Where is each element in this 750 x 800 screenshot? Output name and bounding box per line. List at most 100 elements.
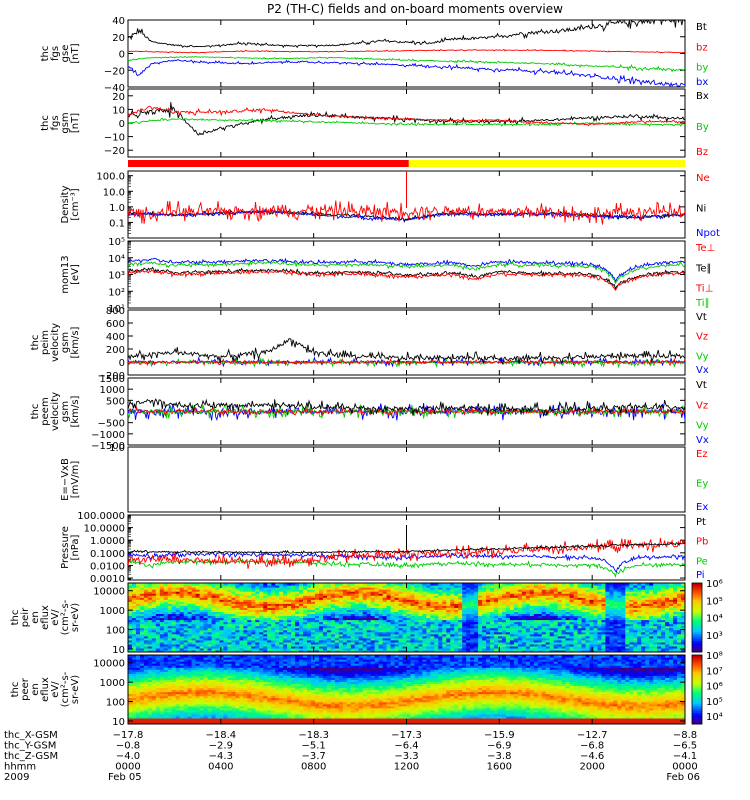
heatmap-cell [322, 635, 328, 639]
y-tick-label: 0.0010 [90, 574, 125, 585]
heatmap-cell [561, 641, 567, 645]
heatmap-cell [271, 591, 276, 594]
heatmap-cell [326, 647, 332, 651]
heatmap-cell [517, 589, 523, 592]
heatmap-cell [486, 607, 491, 610]
heatmap-cell [318, 643, 324, 647]
heatmap-cell [454, 583, 459, 586]
heatmap-cell [478, 623, 483, 627]
heatmap-cell [649, 621, 654, 625]
heatmap-cell [342, 615, 348, 619]
heatmap-cell [513, 617, 519, 621]
heatmap-cell [243, 597, 248, 600]
heatmap-cell [517, 647, 523, 651]
heatmap-cell [533, 603, 539, 606]
heatmap-cell [259, 607, 264, 610]
heatmap-cell [617, 609, 622, 613]
heatmap-cell [649, 595, 654, 598]
heatmap-cell [605, 631, 611, 635]
heatmap-cell [418, 607, 424, 610]
heatmap-cell [255, 595, 260, 598]
heatmap-cell [541, 623, 547, 627]
heatmap-cell [557, 623, 563, 627]
legend-entry: by [696, 63, 708, 74]
heatmap-cell [370, 605, 376, 608]
heatmap-cell [199, 587, 205, 590]
heatmap-cell [478, 641, 483, 645]
heatmap-cell [370, 625, 376, 629]
heatmap-cell [295, 603, 300, 606]
heatmap-cell [585, 639, 591, 643]
heatmap-cell [203, 597, 209, 600]
heatmap-cell [131, 623, 137, 627]
heatmap-cell [629, 649, 634, 652]
heatmap-cell [350, 583, 356, 586]
heatmap-cell [291, 627, 296, 631]
heatmap-cell [386, 645, 392, 649]
heatmap-cell [259, 599, 264, 602]
heatmap-cell [167, 593, 173, 596]
heatmap-cell [303, 591, 308, 594]
heatmap-cell [279, 649, 284, 652]
heatmap-cell [128, 641, 133, 645]
heatmap-cell [155, 605, 161, 608]
heatmap-cell [617, 631, 622, 635]
heatmap-cell [314, 603, 320, 606]
heatmap-cell [625, 589, 630, 592]
heatmap-cell [621, 641, 626, 645]
heatmap-cell [378, 639, 384, 643]
heatmap-cell [533, 635, 539, 639]
heatmap-cell [151, 609, 157, 613]
heatmap-cell [398, 589, 404, 592]
heatmap-cell [279, 591, 284, 594]
heatmap-cell [414, 599, 420, 602]
heatmap-cell [342, 611, 348, 615]
heatmap-cell [501, 619, 507, 623]
heatmap-cell [203, 607, 209, 610]
heatmap-cell [637, 595, 642, 598]
heatmap-cell [553, 635, 559, 639]
heatmap-cell [549, 643, 555, 647]
heatmap-cell [128, 599, 133, 602]
heatmap-cell [565, 623, 571, 627]
heatmap-cell [163, 649, 169, 652]
heatmap-cell [466, 639, 471, 643]
heatmap-cell [561, 587, 567, 590]
heatmap-cell [466, 585, 471, 588]
heatmap-cell [128, 635, 133, 639]
heatmap-cell [223, 621, 229, 625]
heatmap-cell [529, 621, 535, 625]
heatmap-cell [398, 607, 404, 610]
heatmap-cell [446, 603, 451, 606]
heatmap-cell [342, 613, 348, 617]
heatmap-cell [597, 607, 603, 610]
heatmap-cell [151, 587, 157, 590]
heatmap-cell [279, 585, 284, 588]
heatmap-cell [549, 589, 555, 592]
heatmap-cell [303, 587, 308, 590]
heatmap-cell [139, 617, 145, 621]
heatmap-cell [645, 645, 650, 649]
y-axis-label: [cm⁻³] [70, 188, 81, 220]
heatmap-cell [422, 621, 427, 625]
heatmap-cell [573, 601, 579, 604]
heatmap-cell [203, 649, 209, 652]
heatmap-cell [159, 629, 165, 633]
heatmap-cell [215, 619, 221, 623]
heatmap-cell [159, 611, 165, 615]
heatmap-cell [478, 601, 483, 604]
heatmap-cell [589, 643, 595, 647]
heatmap-cell [223, 589, 229, 592]
heatmap-cell [338, 623, 344, 627]
heatmap-cell [569, 641, 575, 645]
heatmap-cell [287, 599, 292, 602]
heatmap-cell [263, 605, 268, 608]
heatmap-cell [593, 647, 599, 651]
heatmap-cell [291, 601, 296, 604]
heatmap-cell [386, 615, 392, 619]
heatmap-cell [322, 603, 328, 606]
heatmap-cell [430, 597, 435, 600]
heatmap-cell [549, 629, 555, 633]
heatmap-cell [573, 631, 579, 635]
heatmap-cell [199, 645, 205, 649]
